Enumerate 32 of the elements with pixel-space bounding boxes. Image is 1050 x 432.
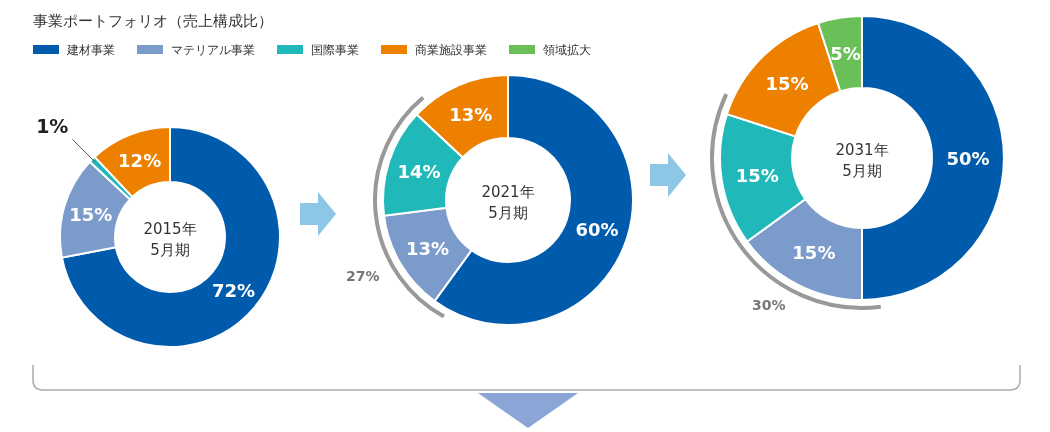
data-label: 14% <box>397 161 441 183</box>
text: 2021年 <box>481 183 535 201</box>
data-label: 5% <box>830 43 861 65</box>
legend-item: マテリアル事業 <box>137 43 255 57</box>
legend-label: マテリアル事業 <box>171 43 255 57</box>
legend-item: 国際事業 <box>277 43 359 57</box>
data-label: 12% <box>118 150 162 172</box>
data-label: 1% <box>36 115 69 138</box>
legend-item: 建材事業 <box>33 43 115 57</box>
data-label: 60% <box>575 218 619 240</box>
text: 5月期 <box>488 204 528 222</box>
legend-label: 建材事業 <box>66 43 115 57</box>
data-label: 15% <box>792 242 836 264</box>
data-label: 72% <box>212 279 256 301</box>
text: 5月期 <box>842 162 882 180</box>
data-label: 13% <box>405 237 450 259</box>
legend-label: 領域拡大 <box>543 43 591 57</box>
text: 27% <box>345 267 380 284</box>
text: 事業ポートフォリオ（売上構成比） <box>33 12 273 30</box>
data-label: 15% <box>765 73 809 95</box>
text: 30% <box>752 297 786 314</box>
legend-item: 商業施設事業 <box>381 43 487 57</box>
data-label: 50% <box>946 148 990 169</box>
data-label: 15% <box>735 164 779 186</box>
text: 2031年 <box>835 141 889 159</box>
legend-label: 商業施設事業 <box>415 43 487 57</box>
legend-item: 領域拡大 <box>509 43 591 57</box>
legend-label: 国際事業 <box>311 43 359 57</box>
text: 5月期 <box>150 241 190 259</box>
data-label: 13% <box>449 104 493 126</box>
data-label: 15% <box>69 203 113 225</box>
text: 2015年 <box>143 220 197 238</box>
